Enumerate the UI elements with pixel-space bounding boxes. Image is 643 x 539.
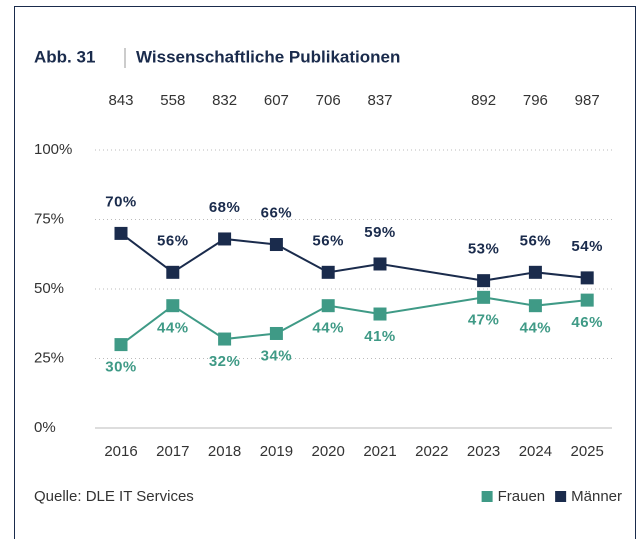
legend-swatch [481, 491, 493, 502]
marker [321, 265, 335, 279]
value-label: 41% [364, 328, 396, 345]
value-label: 56% [520, 232, 552, 249]
value-label: 46% [571, 314, 603, 331]
x-tick-label: 2018 [208, 443, 241, 460]
total-label: 832 [212, 92, 237, 109]
marker [269, 238, 283, 252]
marker [321, 299, 335, 313]
legend-label: Männer [571, 488, 622, 505]
value-label: 59% [364, 224, 396, 241]
marker [580, 271, 594, 285]
marker [166, 299, 180, 313]
value-label: 56% [312, 232, 344, 249]
marker [269, 326, 283, 340]
marker [114, 226, 128, 240]
value-label: 53% [468, 241, 500, 258]
gap-connector [379, 296, 484, 316]
frame [14, 6, 636, 539]
y-tick-label: 25% [34, 349, 64, 366]
marker [528, 299, 542, 313]
marker [477, 290, 491, 304]
total-label: 987 [575, 92, 600, 109]
y-tick-label: 0% [34, 419, 56, 436]
x-tick-label: 2019 [260, 443, 293, 460]
total-label: 843 [108, 92, 133, 109]
value-label: 47% [468, 311, 500, 328]
x-tick-label: 2021 [363, 443, 396, 460]
marker [477, 274, 491, 288]
marker [580, 293, 594, 307]
chart-title: Wissenschaftliche Publikationen [136, 47, 400, 66]
total-label: 837 [367, 92, 392, 109]
legend-swatch [555, 491, 567, 502]
total-label: 607 [264, 92, 289, 109]
total-label: 558 [160, 92, 185, 109]
y-tick-label: 75% [34, 210, 64, 227]
series-line [120, 232, 381, 274]
value-label: 44% [520, 320, 552, 337]
legend-label: Frauen [498, 488, 546, 505]
total-label: 706 [316, 92, 341, 109]
x-tick-label: 2023 [467, 443, 500, 460]
x-tick-label: 2022 [415, 443, 448, 460]
marker [373, 257, 387, 271]
total-label: 892 [471, 92, 496, 109]
figure-label: Abb. 31 [34, 47, 95, 66]
x-tick-label: 2017 [156, 443, 189, 460]
value-label: 70% [105, 193, 137, 210]
gap-connector [379, 262, 484, 282]
value-label: 66% [261, 204, 293, 221]
value-label: 56% [157, 232, 189, 249]
marker [166, 265, 180, 279]
value-label: 54% [571, 238, 603, 255]
value-label: 30% [105, 359, 137, 376]
marker [528, 265, 542, 279]
x-tick-label: 2024 [519, 443, 552, 460]
value-label: 68% [209, 199, 241, 216]
x-tick-label: 2020 [312, 443, 345, 460]
value-label: 44% [312, 320, 344, 337]
y-tick-label: 50% [34, 280, 64, 297]
x-tick-label: 2016 [104, 443, 137, 460]
value-label: 32% [209, 353, 241, 370]
y-tick-label: 100% [34, 141, 72, 158]
value-label: 34% [261, 347, 293, 364]
x-tick-label: 2025 [571, 443, 604, 460]
series-line [120, 304, 381, 346]
total-label: 796 [523, 92, 548, 109]
marker [114, 338, 128, 352]
marker [218, 232, 232, 246]
value-label: 44% [157, 320, 189, 337]
marker [373, 307, 387, 321]
source: Quelle: DLE IT Services [34, 488, 194, 505]
marker [218, 332, 232, 346]
